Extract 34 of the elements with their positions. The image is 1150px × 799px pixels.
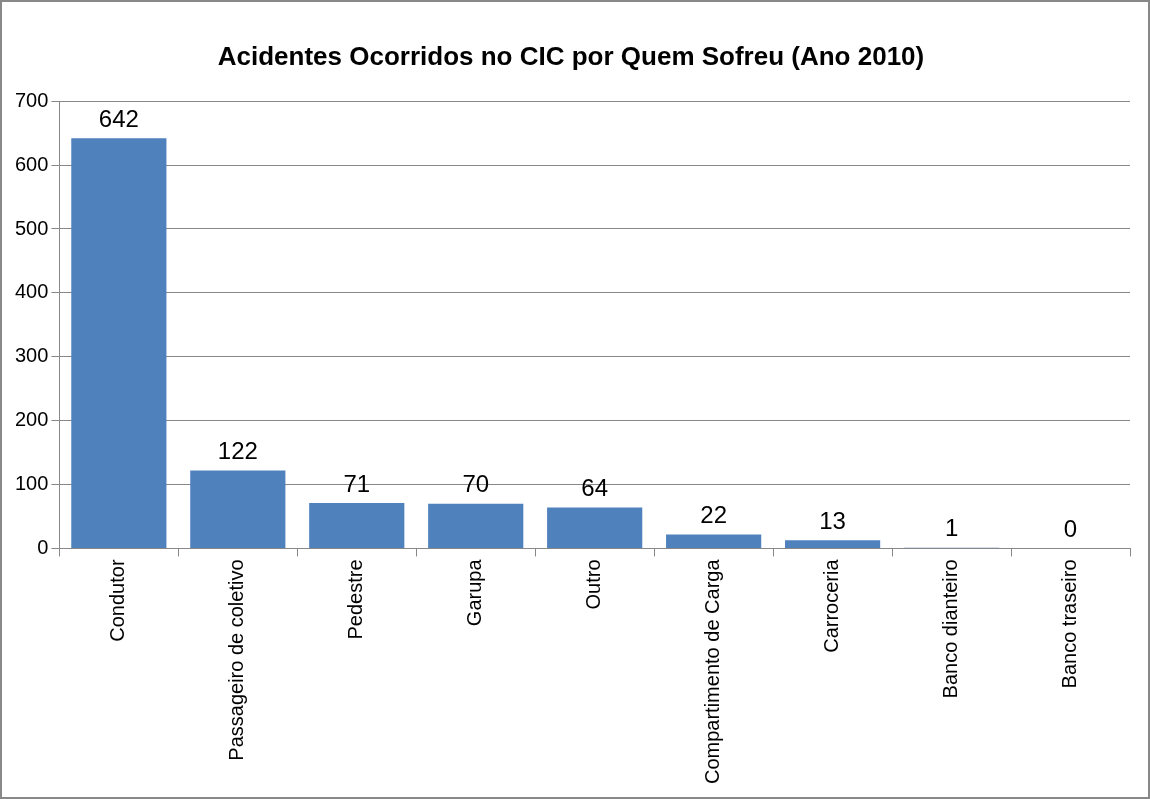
y-tick-label: 700 — [14, 88, 49, 111]
bar — [309, 503, 405, 548]
y-tick-label: 600 — [14, 152, 49, 175]
data-label: 13 — [819, 506, 846, 534]
data-label: 122 — [217, 437, 258, 465]
x-tick-label: Garupa — [463, 558, 486, 627]
y-tick-label: 100 — [14, 472, 49, 495]
y-tick-label: 200 — [14, 408, 49, 431]
data-label: 71 — [343, 469, 371, 497]
bar — [428, 503, 524, 548]
bar — [785, 540, 881, 548]
y-tick-label: 400 — [14, 280, 49, 303]
y-tick-label: 500 — [14, 216, 49, 239]
data-label: 70 — [462, 470, 490, 498]
x-tick-label: Outro — [582, 559, 605, 610]
bar — [666, 534, 762, 548]
chart-title: Acidentes Ocorridos no CIC por Quem Sofreu (Ano 2010) — [217, 40, 925, 71]
y-tick-label: 300 — [14, 344, 49, 367]
data-label: 22 — [700, 501, 727, 529]
x-tick-label: Condutor — [106, 559, 129, 642]
data-label: 1 — [944, 514, 959, 542]
data-label: 642 — [98, 104, 139, 132]
x-tick-label: Banco traseiro — [1058, 559, 1081, 689]
bar — [71, 138, 167, 548]
x-tick-label: Passageiro de coletivo — [225, 559, 248, 761]
x-tick-label: Carroceria — [820, 558, 843, 653]
data-label: 64 — [581, 474, 609, 502]
data-label: 0 — [1063, 515, 1078, 543]
bar — [547, 507, 643, 548]
y-tick-label: 0 — [37, 535, 49, 558]
x-tick-label: Pedestre — [344, 559, 367, 640]
x-tick-label: Banco dianteiro — [939, 559, 962, 699]
x-tick-label: Compartimento de Carga — [701, 558, 724, 785]
bar — [190, 470, 286, 548]
